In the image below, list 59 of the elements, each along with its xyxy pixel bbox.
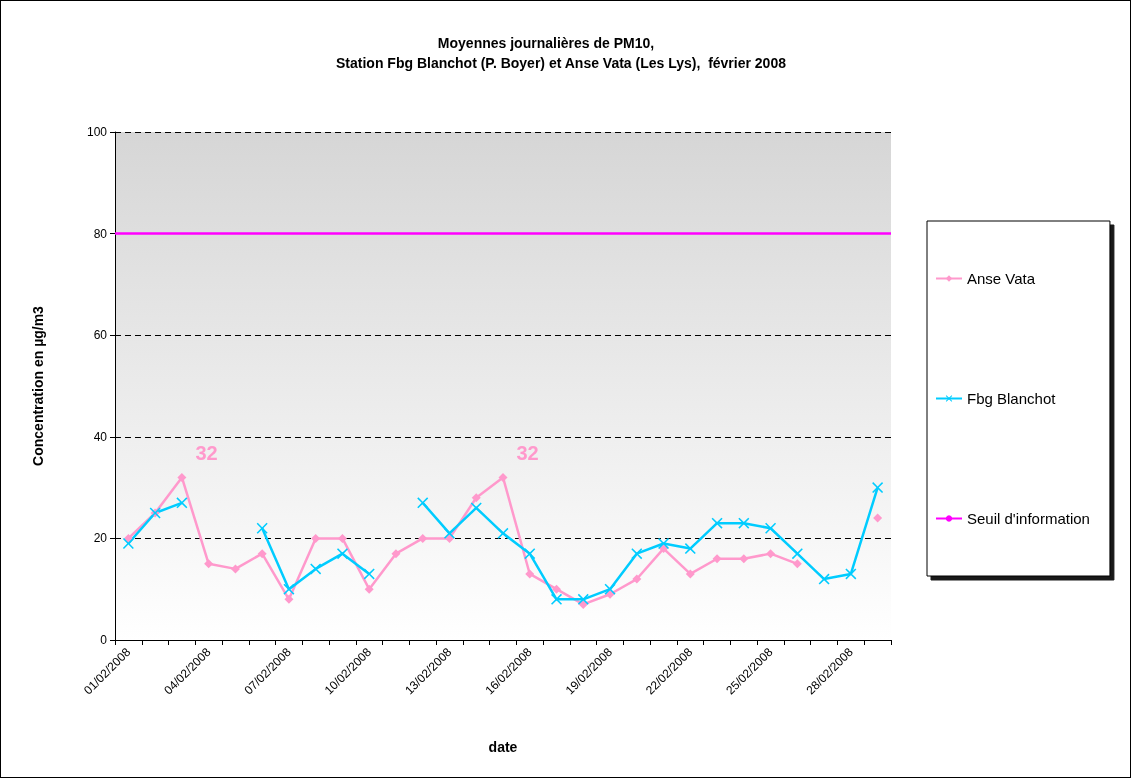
point — [417, 497, 429, 509]
point — [872, 482, 884, 494]
data-label: 32 — [516, 441, 539, 464]
point — [792, 559, 802, 569]
y-tick-label: 100 — [86, 125, 108, 139]
y-tick-label: 40 — [93, 429, 108, 444]
point — [577, 593, 589, 605]
point — [391, 549, 401, 559]
legend-label: Seuil d'information — [967, 510, 1090, 527]
point — [604, 583, 616, 595]
point — [845, 568, 857, 580]
point — [230, 564, 240, 574]
point — [712, 554, 722, 564]
point — [418, 533, 428, 543]
point — [470, 502, 482, 514]
point — [256, 522, 268, 534]
point — [739, 554, 749, 564]
point — [818, 573, 830, 585]
point — [766, 549, 776, 559]
chart-subtitle: Station Fbg Blanchot (P. Boyer) et Anse Vata (Les Lys), février 2008 — [336, 55, 787, 71]
y-tick-label: 20 — [93, 531, 108, 546]
y-axis-title: Concentration en µg/m3 — [30, 305, 46, 466]
point — [658, 537, 670, 549]
point — [177, 472, 187, 482]
point — [284, 594, 294, 604]
y-tick-label: 0 — [100, 633, 108, 647]
point — [443, 527, 455, 539]
point — [552, 584, 562, 594]
chart-title: Moyennes journalières de PM10, — [437, 35, 655, 51]
y-tick-label: 80 — [93, 226, 108, 241]
point — [257, 549, 267, 559]
y-tick-label: 60 — [93, 328, 108, 343]
point — [122, 537, 134, 549]
legend-label: Fbg Blanchot — [967, 390, 1057, 407]
point — [283, 583, 295, 595]
point — [631, 548, 643, 560]
legend-label: Anse Vata — [967, 270, 1036, 287]
point — [873, 513, 883, 523]
point — [176, 497, 188, 509]
point — [524, 548, 536, 560]
x-axis-title: date — [488, 739, 518, 755]
point — [525, 569, 535, 579]
point — [497, 527, 509, 539]
point — [685, 569, 695, 579]
point — [765, 522, 777, 534]
data-label: 32 — [195, 441, 218, 464]
point — [204, 559, 214, 569]
point — [711, 517, 723, 529]
point — [684, 543, 696, 555]
point — [738, 517, 750, 529]
point — [471, 493, 481, 503]
point — [363, 568, 375, 580]
point — [336, 548, 348, 560]
point — [632, 574, 642, 584]
point — [498, 472, 508, 482]
point — [551, 593, 563, 605]
point — [791, 548, 803, 560]
point — [364, 584, 374, 594]
point — [310, 563, 322, 575]
